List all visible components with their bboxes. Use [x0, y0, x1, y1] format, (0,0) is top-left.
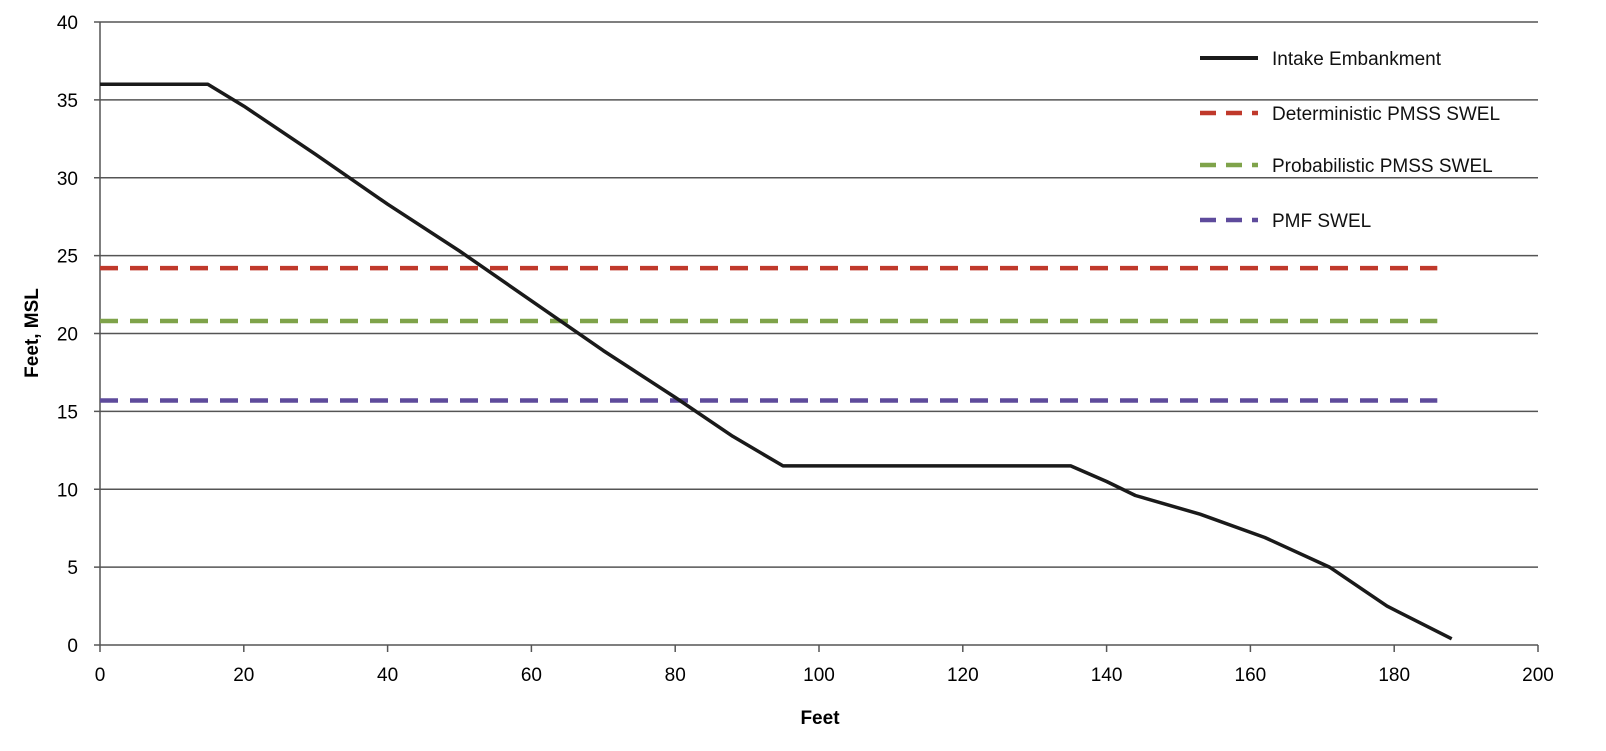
x-tick-labels: 0 20 40 60 80 100 120 140 160 180 200	[95, 665, 1554, 686]
series-lines	[100, 82, 1453, 641]
y-tick-label: 40	[57, 13, 78, 34]
y-tick-label: 5	[67, 558, 78, 579]
y-tick-label: 35	[57, 91, 78, 112]
legend: Intake Embankment Deterministic PMSS SWEL…	[1200, 49, 1500, 232]
y-axis-title: Feet, MSL	[22, 288, 43, 378]
legend-label: Intake Embankment	[1272, 49, 1442, 70]
x-tick-label: 160	[1235, 665, 1267, 686]
x-tick-label: 100	[803, 665, 835, 686]
y-tick-label: 30	[57, 169, 78, 190]
legend-label: PMF SWEL	[1272, 211, 1371, 232]
series-line-intake-embankment	[100, 82, 1453, 641]
legend-label: Deterministic PMSS SWEL	[1272, 104, 1500, 125]
x-tick-label: 200	[1522, 665, 1554, 686]
y-tick-label: 15	[57, 402, 78, 423]
legend-label: Probabilistic PMSS SWEL	[1272, 156, 1493, 177]
x-tick-label: 80	[665, 665, 686, 686]
x-tick-label: 0	[95, 665, 106, 686]
x-tick-label: 20	[233, 665, 254, 686]
x-tick-label: 140	[1091, 665, 1123, 686]
y-tick-labels: 0 5 10 15 20 25 30 35 40	[57, 13, 78, 657]
x-tick-label: 120	[947, 665, 979, 686]
axes	[94, 21, 1539, 652]
x-tick-label: 40	[377, 665, 398, 686]
x-axis-title: Feet	[800, 708, 840, 729]
y-tick-label: 0	[67, 636, 78, 657]
y-tick-label: 10	[57, 480, 78, 501]
x-tick-label: 180	[1378, 665, 1410, 686]
x-tick-label: 60	[521, 665, 542, 686]
gridlines	[100, 21, 1538, 568]
y-tick-label: 20	[57, 325, 78, 346]
y-tick-label: 25	[57, 247, 78, 268]
